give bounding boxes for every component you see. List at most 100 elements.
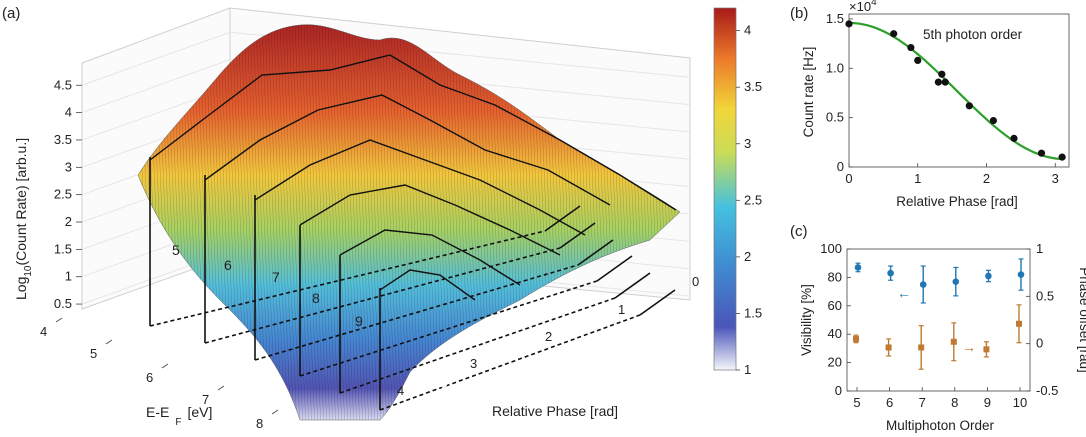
b-data-point — [941, 78, 949, 86]
x-tick-label: 6 — [146, 370, 153, 385]
c-y-tick-label: 60 — [828, 298, 842, 313]
mesh-line — [368, 24, 388, 421]
order-ridge-line — [339, 229, 521, 286]
z-axis-ticks: 0.5 1 1.5 2 2.5 3 3.5 4 4.5 — [54, 77, 82, 311]
c-x-tick-label: 10 — [1013, 395, 1027, 410]
panel-b-annotation: 5th photon order — [923, 27, 1023, 42]
mesh-line — [260, 24, 280, 421]
mesh-line — [344, 24, 364, 421]
b-y-tick-label: 0 — [837, 159, 844, 174]
panel-a: (a) 5 6 7 8 9 10 0.5 1 1.5 2 2.5 3 3.5 4 4.5 4 5 6 7 8 0 1… — [2, 5, 762, 431]
c-visibility-point — [887, 269, 894, 277]
order-ridge-line — [149, 54, 677, 211]
mesh-line — [371, 24, 391, 421]
b-y-tick-label: 0.5 — [826, 110, 844, 125]
colorbar-tick-label: 1 — [744, 362, 751, 377]
order-ridge-line — [254, 139, 586, 236]
mesh-line — [386, 24, 406, 421]
mesh-line — [335, 24, 355, 421]
mesh-line — [380, 24, 400, 421]
order-label: 10 — [432, 375, 448, 391]
c-x-tick-label: 5 — [853, 395, 860, 410]
c-phase-offset-point — [885, 344, 892, 351]
colorbar-tick-label: 2 — [744, 249, 751, 264]
y-tick-label: 1 — [618, 302, 625, 317]
mesh-line — [347, 24, 367, 421]
mesh-line — [317, 24, 337, 421]
surface-body — [137, 24, 681, 421]
z-axis-label: Log10(Count Rate) [arb.u.] — [13, 138, 34, 300]
c-y-tick-label: 0 — [835, 383, 842, 398]
c-x-tick-label: 8 — [951, 395, 958, 410]
c-y-tick-label: 20 — [828, 355, 842, 370]
c-x-tick-label: 6 — [886, 395, 893, 410]
z-grid-line — [81, 59, 231, 114]
order-label: 6 — [224, 257, 232, 273]
c-y-tick-label: 40 — [828, 326, 842, 341]
x-tick-label: 8 — [256, 416, 263, 431]
mesh-line — [314, 24, 334, 421]
c-y2-tick-label: 0 — [1036, 336, 1043, 351]
c-y2-tick-label: -0.5 — [1036, 383, 1058, 398]
order-drop-solid-end — [559, 222, 596, 249]
order-drop-solid-end — [639, 289, 676, 316]
mesh-line — [263, 24, 283, 421]
c-visibility-point — [952, 278, 960, 285]
mesh-line — [359, 24, 379, 421]
b-data-point — [1058, 153, 1066, 161]
x-tick — [55, 317, 63, 323]
mesh-line — [269, 24, 289, 421]
panel-b-ylabel: Count rate [Hz] — [801, 47, 816, 138]
b-data-point — [965, 102, 973, 110]
panel-c-xlabel: Multiphoton Order — [886, 418, 995, 433]
order-drop-lines — [149, 157, 676, 411]
mesh-line — [257, 24, 277, 421]
x-tick-label: 7 — [202, 392, 209, 407]
b-x-tick-label: 0 — [845, 171, 852, 186]
c-phase-offset-point — [1016, 320, 1022, 327]
z-tick-label: 0.5 — [54, 296, 72, 311]
b-data-point — [845, 20, 853, 28]
mesh-line — [404, 24, 424, 421]
mesh-line — [401, 24, 421, 421]
b-x-tick-label: 2 — [983, 171, 990, 186]
panel-b-multiplier: ×104 — [849, 0, 877, 14]
mesh-line — [377, 24, 397, 421]
c-y-tick-label: 100 — [820, 241, 842, 256]
mesh-line — [275, 24, 295, 421]
b-y-tick-label: 1.0 — [826, 60, 844, 75]
mesh-line — [389, 24, 409, 421]
y-tick-label: 4 — [397, 383, 404, 398]
mesh-line — [323, 24, 343, 421]
mesh-line — [290, 24, 310, 421]
panel-b: (b) ×104 0 1 2 3 0 0.5 1.0 1.5 5th photon order… — [790, 0, 1070, 209]
colorbar-tick-label: 2.5 — [744, 192, 762, 207]
x-tick — [271, 409, 279, 415]
b-data-point — [890, 30, 898, 38]
c-visibility-point — [1017, 271, 1025, 278]
order-drop-dashed — [299, 280, 598, 377]
c-y-tick-label: 80 — [828, 269, 842, 284]
mesh-line — [407, 24, 427, 421]
mesh-line — [365, 24, 385, 421]
panel-b-points — [845, 20, 1066, 161]
panel-b-ticks: 0 1 2 3 0 0.5 1.0 1.5 — [826, 11, 1059, 186]
order-drop-dashed — [254, 264, 579, 361]
mesh-line — [266, 24, 286, 421]
colorbar-bar — [713, 7, 737, 371]
order-drop-dashed — [204, 247, 561, 344]
order-label: 8 — [312, 290, 320, 306]
x-axis-ticks: 4 5 6 7 8 — [40, 317, 279, 431]
colorbar: 4 3.5 3 2.5 2 1.5 1 — [713, 7, 762, 377]
mesh-line — [356, 24, 376, 421]
mesh-line — [281, 24, 301, 421]
z-tick-label: 2.5 — [54, 187, 72, 202]
order-label: 5 — [172, 242, 180, 258]
z-tick-label: 1 — [65, 269, 72, 284]
order-drop-solid-end — [544, 205, 581, 232]
b-x-tick-label: 3 — [1052, 171, 1059, 186]
z-tick-label: 4 — [65, 105, 72, 120]
c-visibility-point — [985, 272, 992, 280]
x-tick-label: 5 — [90, 346, 97, 361]
